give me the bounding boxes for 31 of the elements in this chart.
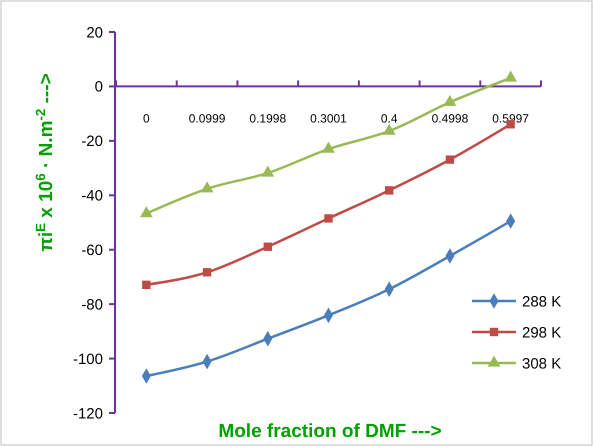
y-tick-label: -20 [81, 133, 103, 150]
x-tick-label: 0.3001 [310, 111, 348, 126]
x-tick-label: 0.1998 [249, 111, 286, 126]
legend-label: 298 K [522, 324, 562, 342]
x-tick-label: 0.4 [380, 111, 398, 126]
y-tick-label: -40 [81, 188, 103, 205]
x-axis-title: Mole fraction of DMF ---> [218, 421, 442, 442]
x-tick-label: 0 [143, 111, 150, 126]
point [140, 206, 153, 218]
y-tick-label: 20 [86, 24, 103, 42]
point [444, 94, 456, 106]
point [382, 124, 396, 135]
x-tick-label: 0.0999 [188, 111, 226, 126]
point [200, 181, 214, 192]
point [202, 268, 212, 276]
y-tick-label: -60 [81, 242, 103, 259]
x-tick-label: 0.4998 [432, 111, 469, 126]
y-tick-label: -120 [72, 405, 103, 422]
y-tick-label: 0 [94, 78, 103, 96]
point [504, 70, 517, 82]
legend-label: 288 K [522, 293, 562, 310]
point [142, 280, 151, 290]
legend-label: 308 K [522, 355, 562, 372]
point [385, 186, 394, 195]
y-tick-label: -100 [72, 350, 103, 368]
y-tick-label: -80 [81, 296, 103, 314]
point [324, 214, 333, 223]
point [322, 142, 335, 153]
point [264, 242, 272, 251]
point [261, 166, 274, 177]
point [446, 155, 454, 164]
